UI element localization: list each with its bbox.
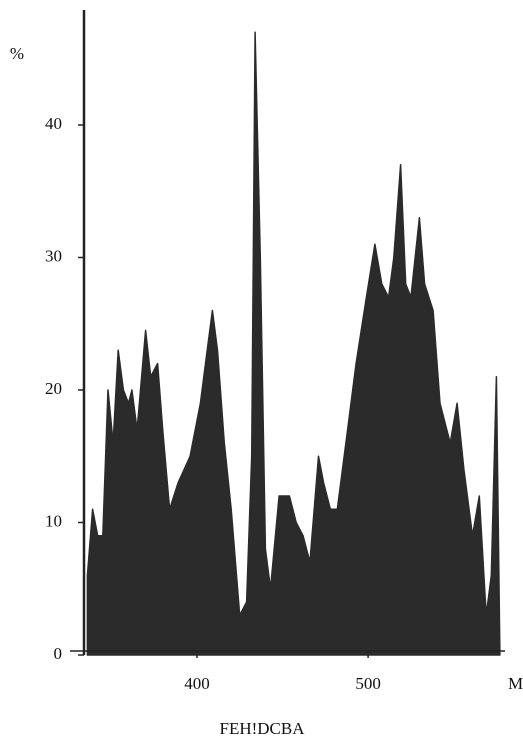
area (86, 31, 501, 656)
x-axis-label: FEH!DCBA (219, 719, 305, 738)
x-tick-label: 500 (355, 674, 381, 693)
y-tick-label: 10 (45, 511, 62, 530)
y-tick-label: 0 (54, 644, 63, 663)
y-tick-label: 30 (45, 246, 62, 265)
x-unit: Ma (508, 674, 523, 693)
y-tick-label: 20 (45, 379, 62, 398)
y-unit: % (10, 44, 24, 63)
x-tick-label: 400 (184, 674, 210, 693)
y-tick-label: 40 (45, 114, 62, 133)
